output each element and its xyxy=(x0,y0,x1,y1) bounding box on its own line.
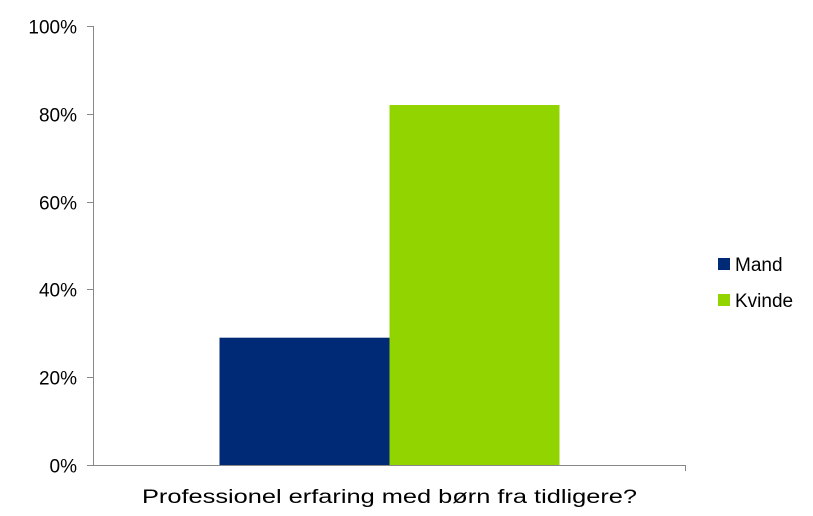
bar-kvinde xyxy=(389,105,560,466)
legend-label: Kvinde xyxy=(735,291,793,312)
y-tick-label: 60% xyxy=(39,194,77,215)
legend: Mand Kvinde xyxy=(718,255,793,312)
y-tick-label: 0% xyxy=(50,457,78,478)
x-axis: Professionel erfaring med børn fra tidli… xyxy=(93,465,686,508)
legend-label: Mand xyxy=(735,255,783,276)
y-tick-label: 100% xyxy=(28,18,77,39)
bars xyxy=(219,105,560,466)
x-category-label: Professionel erfaring med børn fra tidli… xyxy=(142,487,637,508)
bar-mand xyxy=(219,337,390,465)
legend-swatch xyxy=(718,258,730,270)
y-axis: 0% 20% 40% 60% 80% 100% xyxy=(28,18,94,478)
legend-swatch xyxy=(718,294,730,306)
legend-item-kvinde: Kvinde xyxy=(718,291,793,312)
legend-item-mand: Mand xyxy=(718,255,783,276)
y-tick-label: 40% xyxy=(39,281,77,302)
y-tick-label: 80% xyxy=(39,106,77,127)
y-tick-label: 20% xyxy=(39,369,77,390)
